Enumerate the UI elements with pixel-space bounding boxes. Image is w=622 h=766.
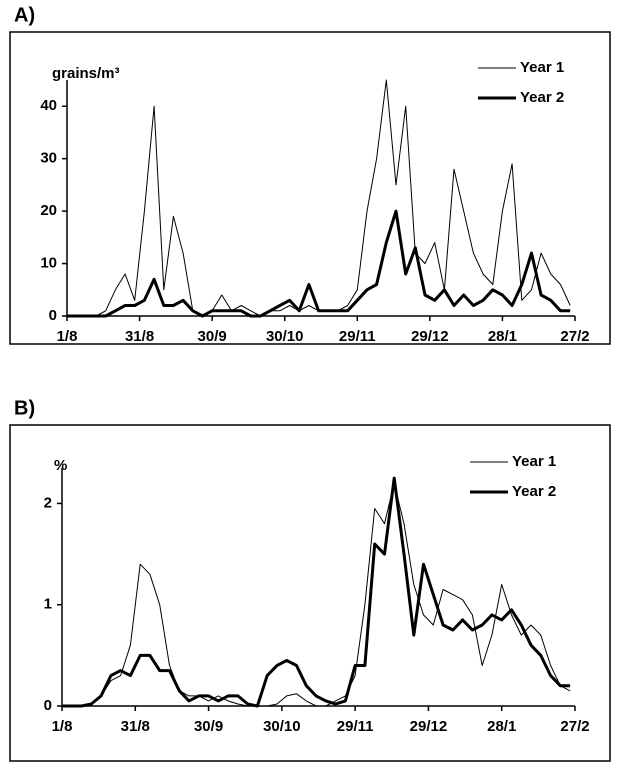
data-line	[67, 79, 571, 317]
data-line	[62, 476, 571, 708]
x-tick-label: 1/8	[52, 718, 73, 735]
legend-label: Year 1	[512, 453, 556, 470]
y-tick-label: 30	[40, 150, 57, 167]
x-tick-label: 1/8	[57, 328, 78, 345]
panel-label: A)	[14, 4, 35, 26]
x-tick-label: 28/1	[488, 328, 517, 345]
data-line	[62, 482, 571, 707]
y-tick-label: 40	[40, 97, 57, 114]
y-axis-label: %	[54, 457, 67, 474]
x-tick-label: 27/2	[560, 328, 589, 345]
panel-frame	[9, 31, 611, 345]
legend-label: Year 1	[520, 59, 564, 76]
y-tick-label: 20	[40, 202, 57, 219]
y-tick-label: 2	[44, 494, 52, 511]
x-tick-label: 28/1	[487, 718, 516, 735]
x-tick-label: 29/12	[411, 328, 449, 345]
legend-label: Year 2	[520, 89, 564, 106]
x-tick-label: 29/12	[410, 718, 448, 735]
y-tick-label: 0	[49, 307, 57, 324]
y-axis-label: grains/m³	[52, 65, 120, 82]
x-tick-label: 31/8	[121, 718, 150, 735]
x-tick-label: 27/2	[560, 718, 589, 735]
x-tick-label: 30/9	[194, 718, 223, 735]
y-tick-label: 1	[44, 596, 52, 613]
legend-label: Year 2	[512, 483, 556, 500]
x-tick-label: 29/11	[339, 328, 376, 345]
panel-label: B)	[14, 397, 35, 419]
y-tick-label: 10	[40, 255, 57, 272]
x-tick-label: 30/10	[263, 718, 301, 735]
y-tick-label: 0	[44, 697, 52, 714]
x-tick-label: 30/9	[198, 328, 227, 345]
x-tick-label: 30/10	[266, 328, 304, 345]
data-line	[67, 209, 571, 318]
panel-frame	[9, 424, 611, 762]
x-tick-label: 29/11	[337, 718, 374, 735]
x-tick-label: 31/8	[125, 328, 154, 345]
